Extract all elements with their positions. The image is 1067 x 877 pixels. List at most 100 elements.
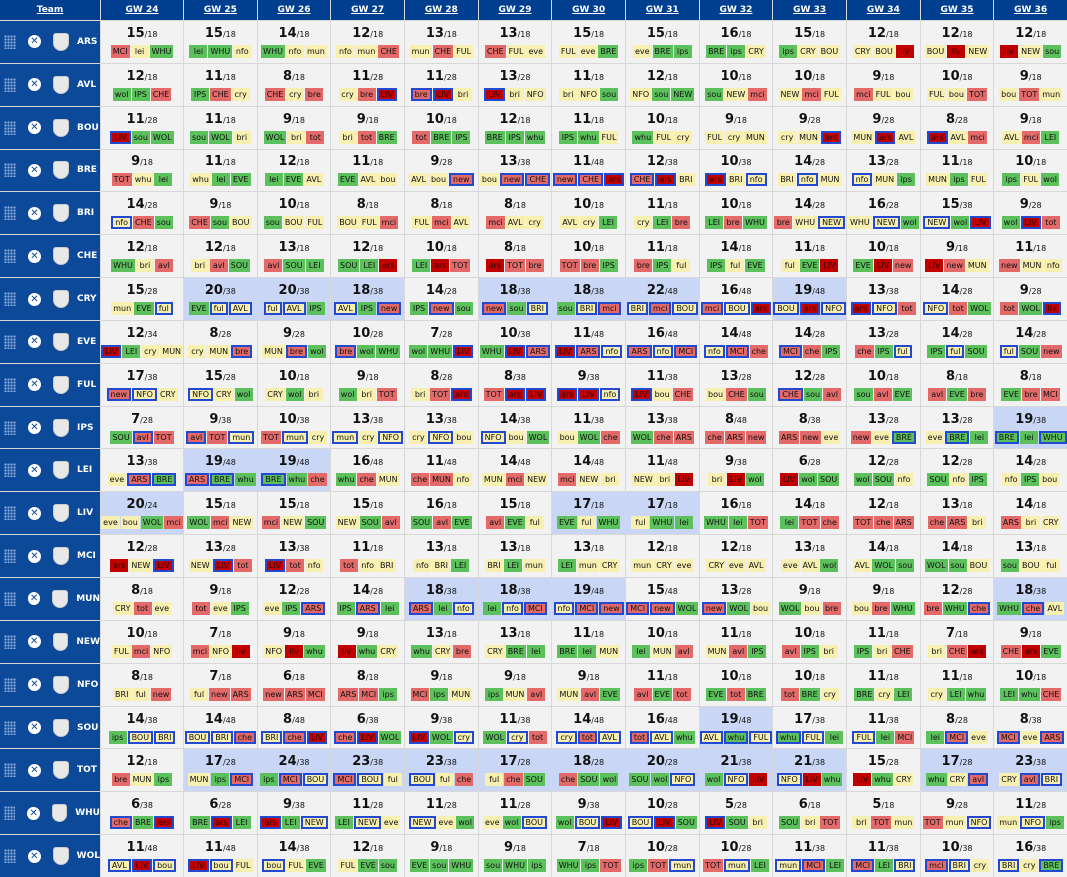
opponents: ARS bri CRY xyxy=(1000,516,1061,530)
score: 19/38 xyxy=(1015,412,1046,429)
drag-handle[interactable] xyxy=(4,163,16,178)
remove-button[interactable]: ✕ xyxy=(28,78,41,92)
score: 16/48 xyxy=(352,454,383,471)
opponent-chip: CRY xyxy=(746,44,766,58)
score-max: /28 xyxy=(807,458,821,468)
remove-button[interactable]: ✕ xyxy=(28,335,41,349)
remove-button[interactable]: ✕ xyxy=(28,763,41,777)
opponent-chip: bre xyxy=(672,216,691,230)
column-header[interactable]: GW 34 xyxy=(847,0,920,20)
fixture-cell: 24/38 ips MCI BOU xyxy=(257,749,331,792)
drag-handle[interactable] xyxy=(4,206,16,221)
remove-button[interactable]: ✕ xyxy=(28,678,41,692)
remove-button[interactable]: ✕ xyxy=(27,849,41,863)
opponent-chip: BRE xyxy=(745,687,766,701)
column-header[interactable]: GW 31 xyxy=(625,0,699,20)
score: 12/18 xyxy=(868,497,899,514)
fixture-cell: 16/48 whu che MUN xyxy=(331,449,404,492)
column-header[interactable]: GW 35 xyxy=(920,0,994,20)
drag-handle[interactable] xyxy=(4,806,16,821)
fixture-cell: 16/28 WHU NEW wol xyxy=(847,192,920,235)
opponent-chip: ARS xyxy=(301,601,326,615)
drag-handle[interactable] xyxy=(4,120,16,135)
opponents: EVE LIV new xyxy=(853,259,914,273)
score-value: 7 xyxy=(131,411,141,427)
opponents: SOU bri TOT xyxy=(779,816,841,830)
score-max: /18 xyxy=(218,201,232,211)
opponent-chip: avl xyxy=(729,644,748,658)
column-header[interactable]: GW 29 xyxy=(478,0,552,20)
drag-handle[interactable] xyxy=(4,549,16,564)
drag-handle[interactable] xyxy=(4,34,16,49)
drag-handle[interactable] xyxy=(4,249,16,264)
drag-handle[interactable] xyxy=(4,420,16,435)
remove-button[interactable]: ✕ xyxy=(28,206,41,220)
drag-handle[interactable] xyxy=(4,77,16,92)
remove-button[interactable]: ✕ xyxy=(28,421,41,435)
remove-button[interactable]: ✕ xyxy=(28,121,41,135)
remove-button[interactable]: ✕ xyxy=(28,549,41,563)
remove-button[interactable]: ✕ xyxy=(28,249,41,263)
opponent-chip: SOU xyxy=(338,259,360,273)
remove-button[interactable]: ✕ xyxy=(27,592,41,606)
column-header[interactable]: GW 24 xyxy=(101,0,184,20)
column-header[interactable]: GW 27 xyxy=(331,0,404,20)
score-value: 10 xyxy=(126,625,145,641)
score-value: 8 xyxy=(504,197,514,213)
opponents: WOL bou bre xyxy=(778,601,841,615)
drag-handle[interactable] xyxy=(4,763,16,778)
remove-button[interactable]: ✕ xyxy=(28,378,41,392)
drag-handle[interactable] xyxy=(4,634,16,649)
score-value: 8 xyxy=(209,325,219,341)
drag-handle[interactable] xyxy=(4,849,16,864)
score-value: 13 xyxy=(352,411,371,427)
drag-handle[interactable] xyxy=(4,334,16,349)
opponents: whu CRY bre xyxy=(411,644,472,658)
score-max: /18 xyxy=(365,672,379,682)
column-header[interactable]: GW 32 xyxy=(699,0,773,20)
drag-handle[interactable] xyxy=(4,591,16,606)
remove-button[interactable]: ✕ xyxy=(28,292,41,306)
fixture-cell: 10/18 EVE LIV new xyxy=(847,235,920,278)
score-max: /48 xyxy=(738,329,752,339)
drag-handle[interactable] xyxy=(4,292,16,307)
team-code: EVE xyxy=(77,336,97,347)
remove-button[interactable]: ✕ xyxy=(28,35,41,49)
score-max: /28 xyxy=(591,758,605,768)
score: 8/48 xyxy=(283,712,305,729)
opponent-chip: whu xyxy=(190,173,211,187)
remove-button[interactable]: ✕ xyxy=(27,635,41,649)
fixture-cell: 10/38 TOT mun cry xyxy=(257,406,331,449)
opponents: MUN bre wol xyxy=(262,344,326,358)
column-header[interactable]: GW 36 xyxy=(994,0,1067,20)
drag-handle[interactable] xyxy=(4,677,16,692)
fixture-cell: 14/28 nfo IPS bou xyxy=(994,449,1067,492)
team-badge xyxy=(53,247,69,266)
drag-handle[interactable] xyxy=(4,720,16,735)
remove-button[interactable]: ✕ xyxy=(27,806,40,820)
opponents: bou CHE sou xyxy=(706,387,766,401)
column-header[interactable]: GW 33 xyxy=(773,0,847,20)
score-max: /28 xyxy=(439,329,453,339)
column-header[interactable]: GW 25 xyxy=(184,0,257,20)
remove-button[interactable]: ✕ xyxy=(28,463,41,477)
opponent-chip: ful xyxy=(946,344,965,358)
opponent-chip: bre xyxy=(923,601,942,615)
opponents: ful new ARS xyxy=(190,687,251,701)
drag-handle[interactable] xyxy=(4,463,16,478)
opponents: bri TOT ars xyxy=(411,387,472,401)
column-header[interactable]: Team xyxy=(0,0,100,20)
column-header[interactable]: GW 28 xyxy=(405,0,478,20)
opponent-chip: CHE xyxy=(133,216,154,230)
remove-button[interactable]: ✕ xyxy=(28,163,41,177)
score: 13/18 xyxy=(1015,540,1046,557)
drag-handle[interactable] xyxy=(4,377,16,392)
opponent-chip: MUN xyxy=(557,687,581,701)
opponent-chip: AVL xyxy=(358,173,378,187)
column-header[interactable]: GW 26 xyxy=(257,0,331,20)
drag-handle[interactable] xyxy=(4,506,16,521)
remove-button[interactable]: ✕ xyxy=(28,506,41,520)
remove-button[interactable]: ✕ xyxy=(28,721,41,735)
opponent-chip: che xyxy=(874,516,893,530)
column-header[interactable]: GW 30 xyxy=(552,0,625,20)
